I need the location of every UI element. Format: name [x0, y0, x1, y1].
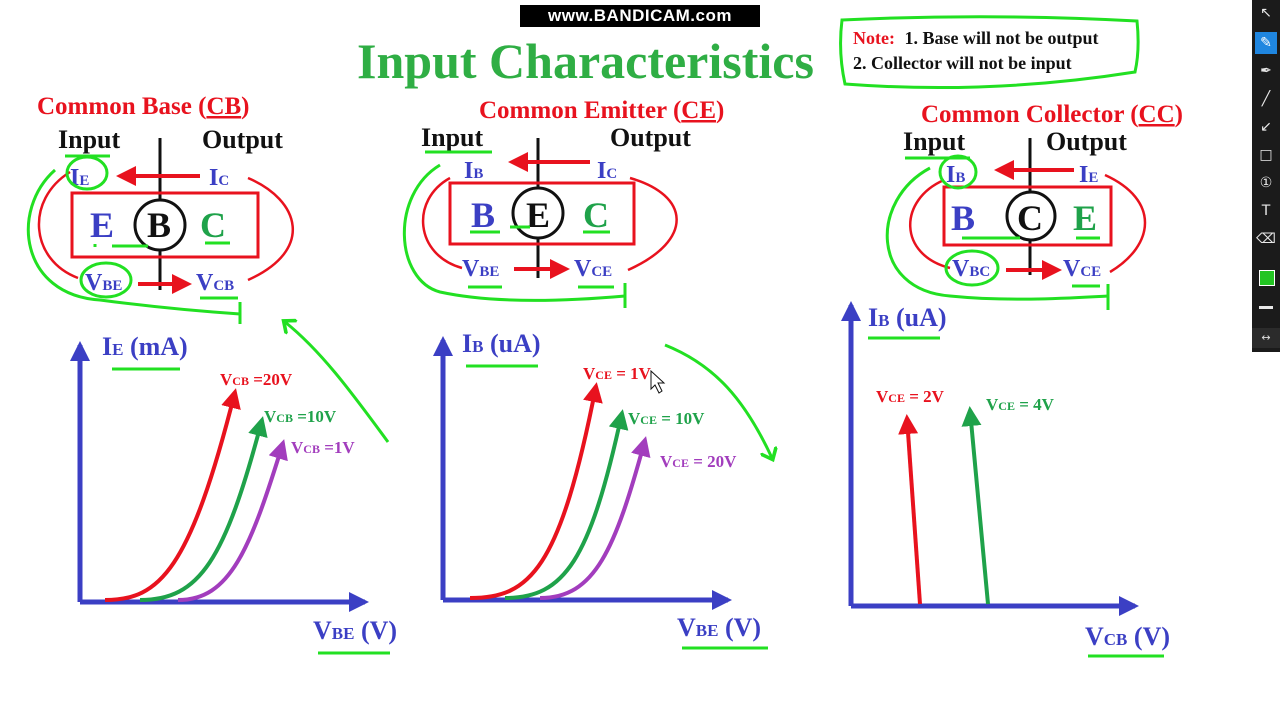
cc-terminal-right: E [1073, 198, 1097, 238]
common-base-diagram: Common Base (CB) Input Output E B C IE I… [26, 93, 390, 443]
graph1-curve-2-label: VCB =10V [264, 407, 337, 426]
graph2-curve-1 [469, 382, 603, 600]
cc-input-voltage: VBC [952, 256, 990, 282]
ce-output-label: Output [610, 123, 691, 152]
cc-title: Common Collector (CC) [921, 101, 1183, 128]
cc-input-label: Input [903, 127, 965, 156]
graph3-curve-1-label: VCE = 2V [876, 387, 945, 406]
cc-terminal-middle: C [1017, 198, 1043, 238]
common-emitter-diagram: Common Emitter (CE) Input Output B E C I… [402, 97, 772, 458]
cc-output-voltage: VCE [1063, 256, 1101, 282]
cc-input-current: IB [946, 162, 965, 188]
common-collector-diagram: Common Collector (CC) Input Output B C E… [885, 101, 1183, 310]
cb-title: Common Base (CB) [37, 93, 250, 120]
cb-terminal-left: E [90, 205, 114, 245]
graph-common-base: IE (mA) VBE (V) VCB =20V VCB =10V VCB =1… [70, 332, 397, 655]
graph1-curve-2 [139, 416, 268, 602]
line-thickness-selector[interactable] [1255, 296, 1277, 318]
line-icon[interactable]: ╱ [1261, 91, 1271, 107]
cc-output-label: Output [1046, 127, 1127, 156]
graph-common-collector: IB (uA) VCB (V) VCE = 2V VCE = 4V [841, 301, 1170, 658]
cb-input-voltage: VBE [85, 270, 122, 296]
drawing-toolbar: ↖ ✎ ✒ ╱ ↙ □ ① T ⌫ ↔ [1252, 0, 1280, 352]
note-box: Note: 1. Base will not be output 2. Coll… [839, 15, 1140, 90]
cb-terminal-middle: B [147, 205, 171, 245]
cb-terminal-right: C [200, 205, 226, 245]
ce-terminal-right: C [583, 195, 609, 235]
arrow-icon[interactable]: ↙ [1260, 119, 1272, 135]
text-icon[interactable]: T [1261, 203, 1271, 219]
cb-output-current: IC [209, 165, 229, 191]
note-line-2: 2. Collector will not be input [853, 53, 1072, 73]
graph3-curve-2 [961, 406, 990, 605]
mouse-pointer-icon [650, 369, 666, 394]
graph3-y-label: IB (uA) [868, 303, 947, 332]
graph1-x-label: VBE (V) [313, 616, 397, 645]
graph3-x-label: VCB (V) [1085, 622, 1170, 651]
ce-terminal-middle: E [526, 195, 550, 235]
graph3-curve-1 [898, 414, 922, 605]
numbering-icon[interactable]: ① [1259, 175, 1273, 191]
rectangle-icon[interactable]: □ [1259, 147, 1273, 163]
ce-input-voltage: VBE [462, 256, 499, 282]
pen-icon[interactable]: ✎ [1255, 32, 1277, 54]
thickness-bar [1259, 306, 1273, 309]
ce-output-current: IC [597, 158, 617, 184]
cb-input-label: Input [58, 125, 120, 154]
graph2-curve-1-label: VCE = 1V [583, 364, 652, 383]
graph3-curve-2-label: VCE = 4V [986, 395, 1055, 414]
cc-terminal-left: B [951, 198, 975, 238]
selected-color-swatch [1259, 270, 1275, 286]
graph1-curve-3-label: VCB =1V [291, 438, 355, 457]
note-line-1: 1. Base will not be output [904, 28, 1098, 48]
cc-output-current: IE [1079, 162, 1098, 188]
graph2-y-label: IB (uA) [462, 329, 541, 358]
graph1-curve-3 [177, 439, 288, 602]
graph1-y-label: IE (mA) [102, 332, 188, 361]
svg-text:Note: 1. Base will not b: Note: 1. Base will not be output [853, 28, 1099, 48]
graph-common-emitter: IB (uA) VBE (V) VCE = 1V VCE = 10V VCE =… [433, 329, 768, 650]
note-label: Note: [853, 28, 895, 48]
graph1-curve-1-label: VCB =20V [220, 370, 293, 389]
ce-terminal-left: B [471, 195, 495, 235]
ce-title: Common Emitter (CE) [479, 97, 724, 124]
ce-input-current: IB [464, 158, 483, 184]
cb-input-current: IE [70, 165, 89, 191]
graph2-curve-2 [504, 409, 629, 600]
graph2-curve-2-label: VCE = 10V [628, 409, 705, 428]
page-title: Input Characteristics [357, 33, 814, 89]
graph2-curve-3 [539, 436, 651, 600]
cb-output-voltage: VCB [196, 270, 234, 296]
ce-input-label: Input [421, 123, 483, 152]
highlighter-icon[interactable]: ✒ [1260, 63, 1272, 79]
cursor-icon[interactable]: ↖ [1260, 5, 1272, 21]
eraser-icon[interactable]: ⌫ [1256, 231, 1276, 247]
toolbar-collapse-button[interactable]: ↔ [1252, 328, 1280, 348]
cb-output-label: Output [202, 125, 283, 154]
graph2-curve-3-label: VCE = 20V [660, 452, 737, 471]
graph2-x-label: VBE (V) [677, 613, 761, 642]
ce-output-voltage: VCE [574, 256, 612, 282]
graph1-curve-1 [104, 388, 241, 602]
recording-watermark: www.BANDICAM.com [520, 5, 760, 27]
color-picker[interactable] [1255, 266, 1277, 288]
